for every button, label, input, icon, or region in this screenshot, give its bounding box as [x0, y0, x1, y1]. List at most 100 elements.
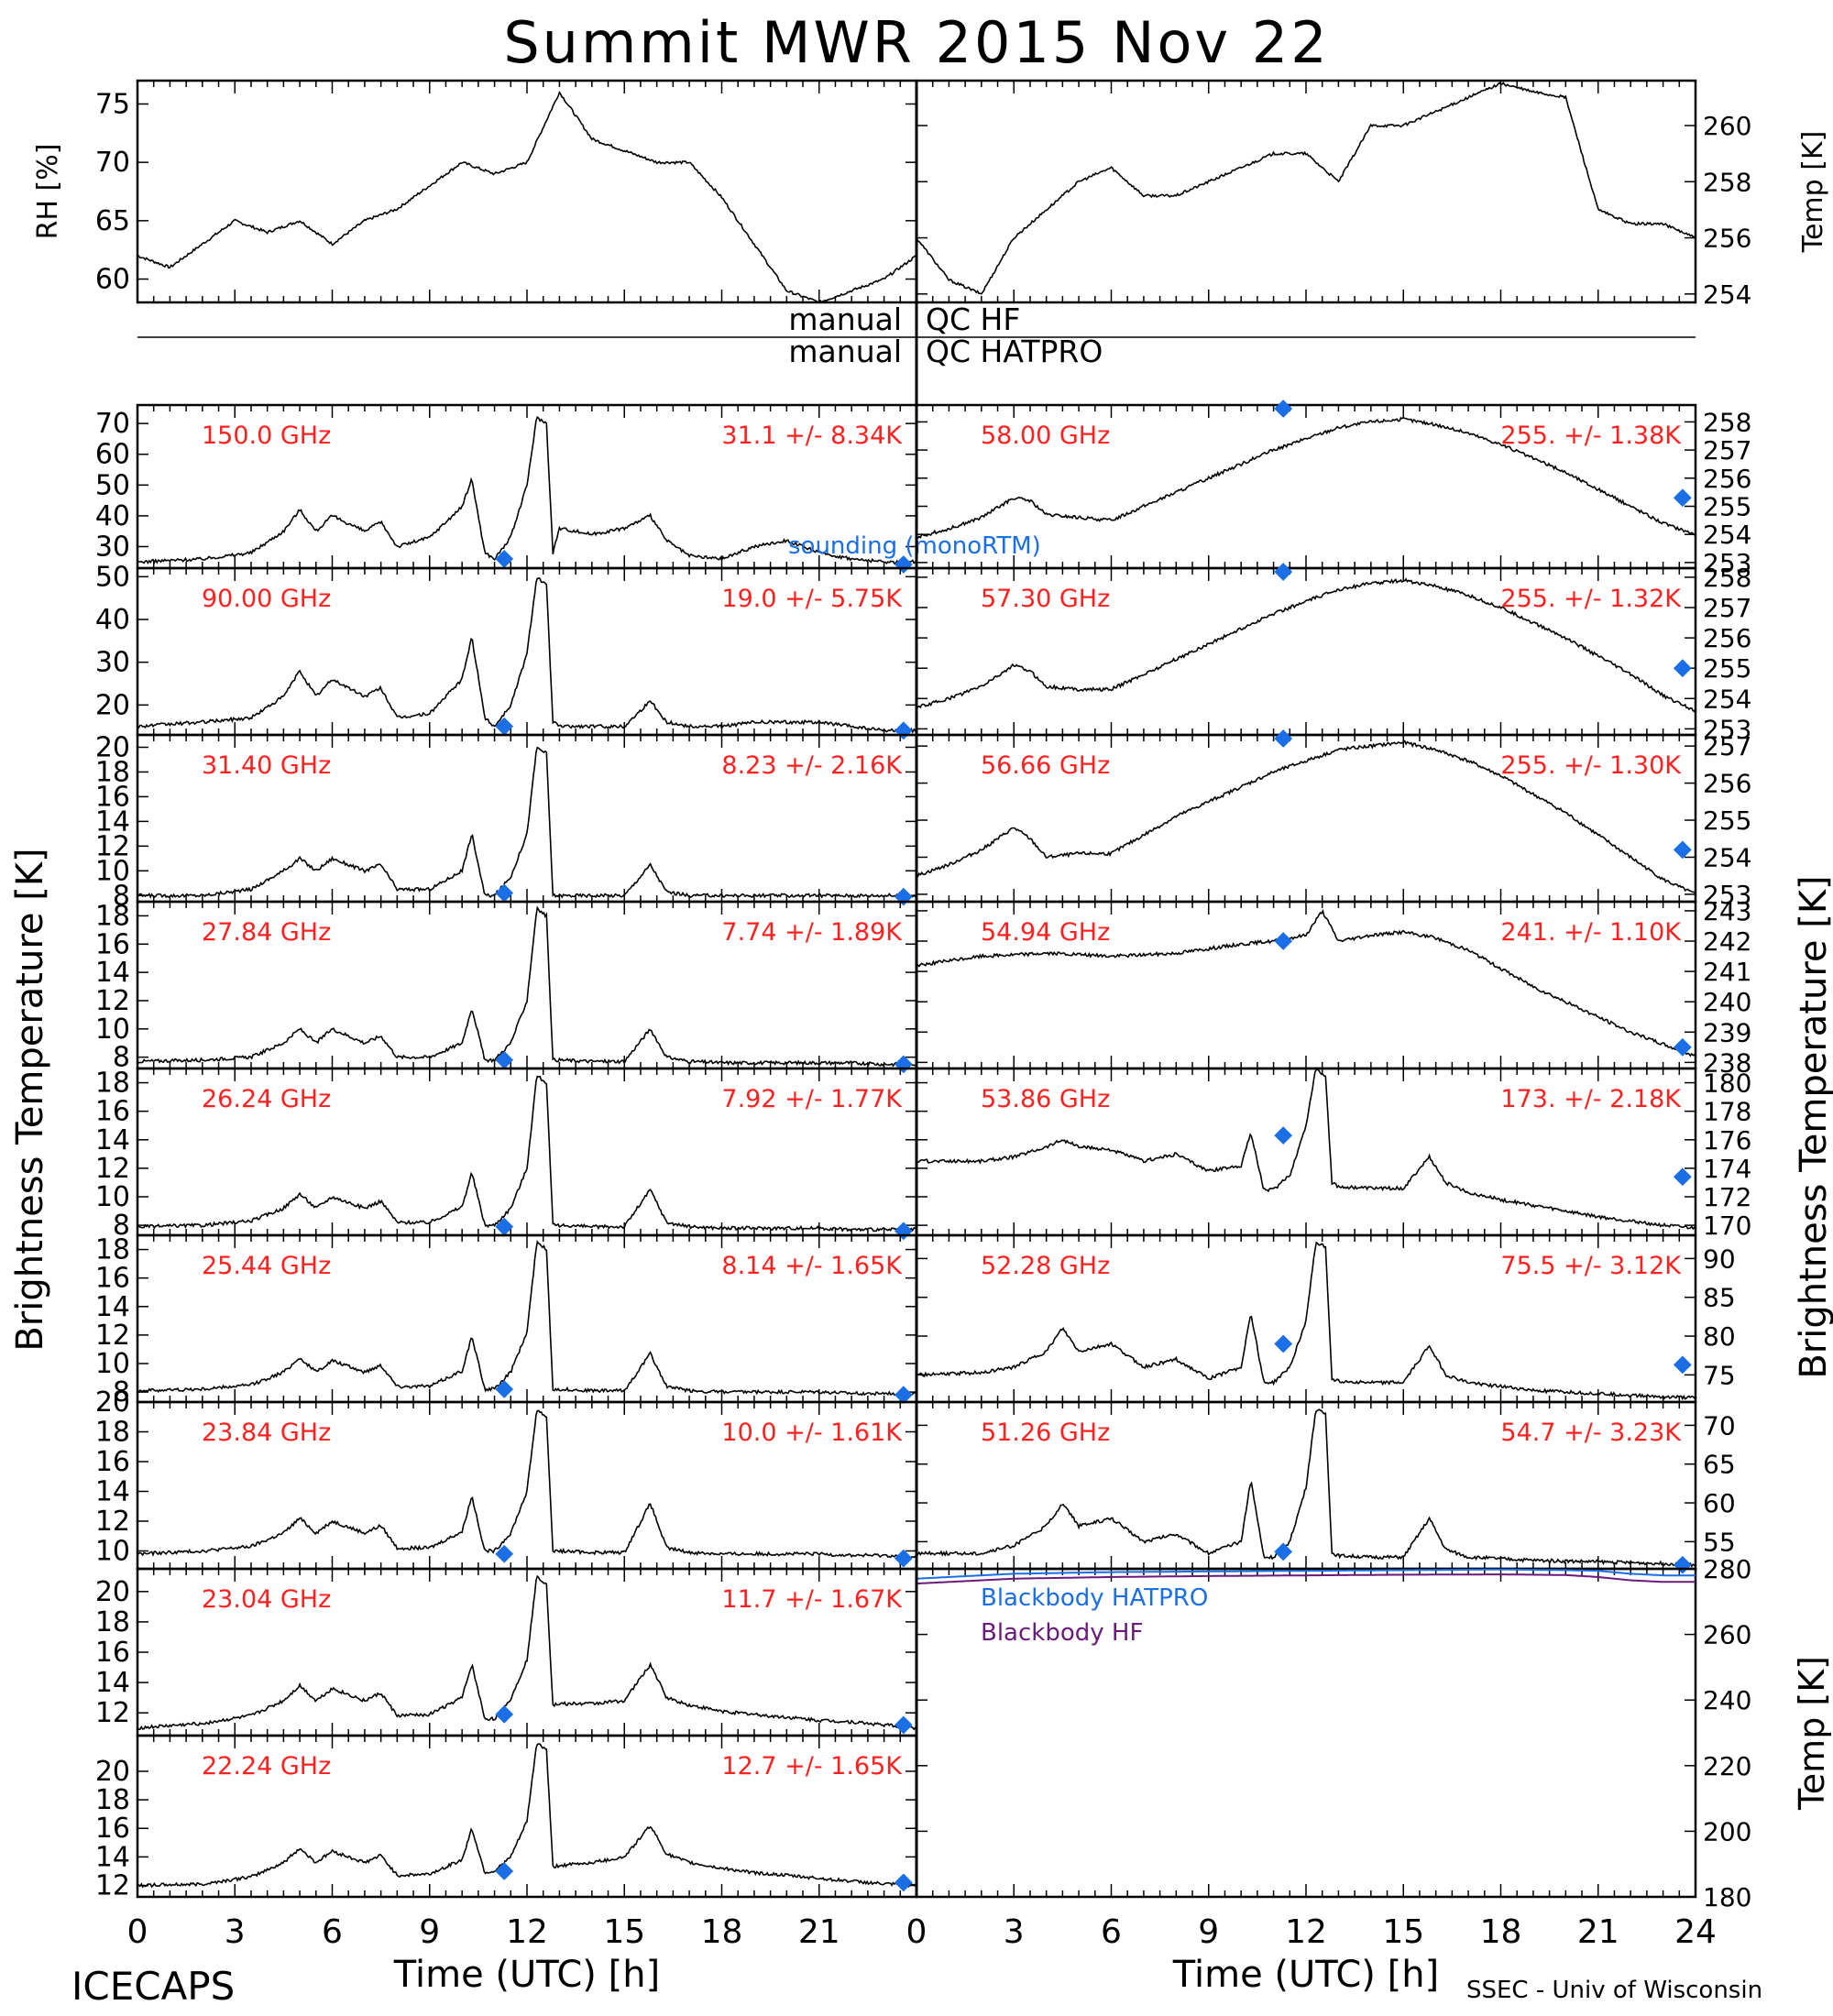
y-tick-label: 253	[1703, 714, 1751, 744]
series-line	[137, 576, 917, 734]
y-tick-label: 85	[1703, 1283, 1736, 1313]
y-tick-label: 260	[1703, 111, 1751, 141]
y-tick-label: 60	[95, 439, 130, 471]
x-tick-label: 12	[506, 1913, 548, 1951]
x-tick-label: 21	[1577, 1913, 1619, 1951]
y-tick-label: 14	[95, 1667, 130, 1699]
series-line	[137, 1075, 917, 1233]
stat-label: 7.74 +/- 1.89K	[721, 918, 903, 947]
y-tick-label: 65	[1703, 1450, 1736, 1480]
y-tick-label: 10	[95, 1013, 130, 1046]
y-tick-label: 70	[95, 408, 130, 440]
y-tick-label: 242	[1703, 926, 1751, 957]
y-tick-label: 16	[95, 1263, 130, 1295]
x-tick-label: 18	[701, 1913, 743, 1951]
y-tick-label: 8	[113, 1210, 130, 1242]
x-tick-label: 9	[419, 1913, 440, 1951]
stat-label: 10.0 +/- 1.61K	[721, 1419, 903, 1447]
sounding-marker	[1274, 1334, 1293, 1353]
y-tick-label: 20	[95, 689, 130, 721]
y-tick-label: 240	[1703, 987, 1751, 1017]
sounding-marker	[894, 721, 913, 740]
frequency-label: 23.84 GHz	[202, 1419, 331, 1447]
x-tick-label: 0	[906, 1913, 927, 1951]
series-line	[137, 905, 917, 1068]
y-tick-label: 12	[95, 830, 130, 862]
y-tick-label: 20	[95, 1576, 130, 1608]
y-tick-label: 50	[95, 469, 130, 501]
series-line	[916, 416, 1696, 540]
sounding-marker	[495, 1217, 514, 1236]
series-line	[137, 90, 917, 304]
sounding-marker	[1274, 729, 1293, 748]
y-tick-label: 220	[1703, 1751, 1751, 1781]
sounding-marker	[1274, 563, 1293, 581]
panel-c90.00: 20 30 40 50 90.00 GHz 19.0 +/- 5.75K	[95, 561, 918, 740]
stat-label: 12.7 +/- 1.65K	[721, 1752, 903, 1780]
sounding-marker	[495, 1050, 514, 1069]
x-tick-label: 3	[1004, 1913, 1025, 1951]
panel-frame	[915, 79, 1697, 304]
y-tick-label: 200	[1703, 1816, 1751, 1846]
y-tick-label: 255	[1703, 653, 1751, 684]
sounding-marker	[894, 1386, 913, 1405]
frequency-label: 58.00 GHz	[981, 422, 1110, 450]
y-tick-label: 239	[1703, 1017, 1751, 1047]
sounding-marker	[1673, 1355, 1692, 1375]
frequency-label: 54.94 GHz	[981, 918, 1110, 947]
y-tick-label: 70	[1703, 1410, 1736, 1441]
series-line	[137, 1240, 917, 1397]
y-tick-label: 170	[1703, 1211, 1751, 1241]
frequency-label: 51.26 GHz	[981, 1419, 1110, 1447]
frequency-label: 57.30 GHz	[981, 585, 1110, 613]
sounding-marker	[1274, 1126, 1293, 1145]
sounding-marker	[1673, 1037, 1692, 1057]
y-tick-label: 243	[1703, 896, 1751, 926]
legend-blackbody-hatpro: Blackbody HATPRO	[981, 1584, 1208, 1612]
frequency-label: 22.24 GHz	[202, 1752, 331, 1780]
stat-label: 241. +/- 1.10K	[1500, 918, 1682, 947]
sounding-marker	[1274, 932, 1293, 950]
sounding-marker	[894, 1055, 913, 1074]
qc-hf-label-left: manual	[788, 301, 902, 337]
stat-label: 54.7 +/- 3.23K	[1500, 1419, 1682, 1447]
ylabel-right: Brightness Temperature [K]	[1793, 875, 1833, 1378]
frequency-label: 150.0 GHz	[202, 422, 331, 450]
sounding-marker	[1274, 1542, 1293, 1561]
y-tick-label: 14	[95, 1476, 130, 1508]
y-tick-label: 16	[95, 1637, 130, 1669]
legend-blackbody-hf: Blackbody HF	[981, 1619, 1143, 1647]
y-tick-label: 18	[95, 1068, 130, 1100]
x-tick-label: 21	[798, 1913, 840, 1951]
y-tick-label: 50	[95, 561, 130, 593]
y-tick-label: 14	[95, 957, 130, 989]
frequency-label: 27.84 GHz	[202, 918, 331, 947]
y-tick-label: 70	[95, 147, 130, 179]
y-tick-label: 12	[95, 1870, 130, 1902]
y-tick-label: 12	[95, 1697, 130, 1729]
y-tick-label: 30	[95, 531, 130, 563]
y-tick-label: 176	[1703, 1125, 1751, 1156]
y-tick-label: 256	[1703, 224, 1751, 254]
series-line	[916, 82, 1696, 295]
sounding-marker	[495, 1380, 514, 1398]
sounding-marker	[1673, 1555, 1692, 1574]
x-tick-label: 24	[1674, 1913, 1717, 1951]
sounding-marker	[894, 1873, 913, 1892]
y-tick-label: 8	[113, 1042, 130, 1074]
y-tick-label: 254	[1703, 279, 1751, 310]
y-tick-label: 18	[95, 1234, 130, 1266]
sounding-marker	[1274, 400, 1293, 418]
y-tick-label: 253	[1703, 880, 1751, 910]
panel-frame	[136, 79, 918, 304]
sounding-marker	[1673, 488, 1692, 508]
frequency-label: 25.44 GHz	[202, 1252, 331, 1280]
sounding-marker	[495, 717, 514, 736]
y-tick-label: 65	[95, 205, 130, 237]
sounding-marker	[894, 1715, 913, 1735]
